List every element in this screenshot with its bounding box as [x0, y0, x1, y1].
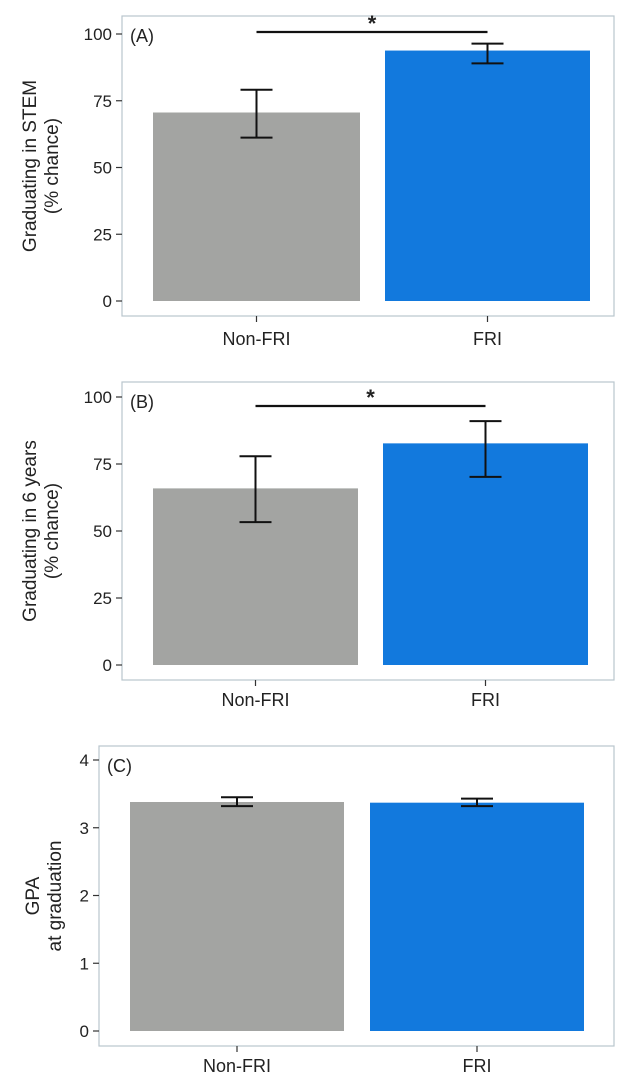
- bar-non-fri: [130, 802, 344, 1031]
- y-axis-label: (% chance): [42, 483, 63, 579]
- panel-label: (B): [130, 392, 154, 412]
- chart-panel-c: 0 1 2 3 4 GPA at graduation (C) Non-FRI FRI: [23, 745, 615, 1076]
- y-axis-label: at graduation: [45, 841, 66, 952]
- x-tick-label: FRI: [473, 329, 502, 349]
- y-tick-label: 3: [80, 819, 89, 838]
- y-tick-label: 75: [93, 455, 112, 474]
- y-axis-label: GPA: [23, 876, 44, 915]
- y-tick-label: 50: [93, 522, 112, 541]
- y-tick-label: 4: [80, 751, 89, 770]
- plot-frame: [121, 15, 615, 317]
- bar-fri: [370, 802, 584, 1031]
- x-tick-label: Non-FRI: [222, 329, 290, 349]
- x-tick-label: Non-FRI: [203, 1056, 271, 1076]
- y-tick-label: 100: [84, 25, 112, 44]
- y-axis-label: Graduating in 6 years: [20, 440, 41, 622]
- y-axis-label: Graduating in STEM: [20, 80, 41, 252]
- bar-fri: [383, 443, 588, 665]
- y-tick-label: 0: [103, 292, 112, 311]
- y-tick-label: 2: [80, 887, 89, 906]
- x-tick-label: Non-FRI: [221, 690, 289, 710]
- y-tick-label: 75: [93, 92, 112, 111]
- panel-label: (A): [130, 26, 154, 46]
- y-tick-label: 0: [80, 1022, 89, 1041]
- x-tick-label: FRI: [471, 690, 500, 710]
- bar-fri: [385, 50, 590, 301]
- y-tick-label: 1: [80, 954, 89, 973]
- significance-star: *: [368, 11, 377, 36]
- y-tick-label: 0: [103, 656, 112, 675]
- y-tick-label: 25: [93, 225, 112, 244]
- chart-panel-b: 0 25 50 75 100 Graduating in 6 years (% chance…: [20, 381, 615, 710]
- bar-non-fri: [153, 112, 360, 301]
- y-tick-label: 100: [84, 388, 112, 407]
- significance-star: *: [366, 385, 375, 410]
- x-tick-label: FRI: [463, 1056, 492, 1076]
- panel-label: (C): [107, 756, 132, 776]
- y-axis-label: (% chance): [42, 118, 63, 214]
- y-tick-label: 25: [93, 589, 112, 608]
- chart-panel-a: 0 25 50 75 100 Graduating in STEM (% chance) (A…: [20, 11, 615, 349]
- y-tick-label: 50: [93, 159, 112, 178]
